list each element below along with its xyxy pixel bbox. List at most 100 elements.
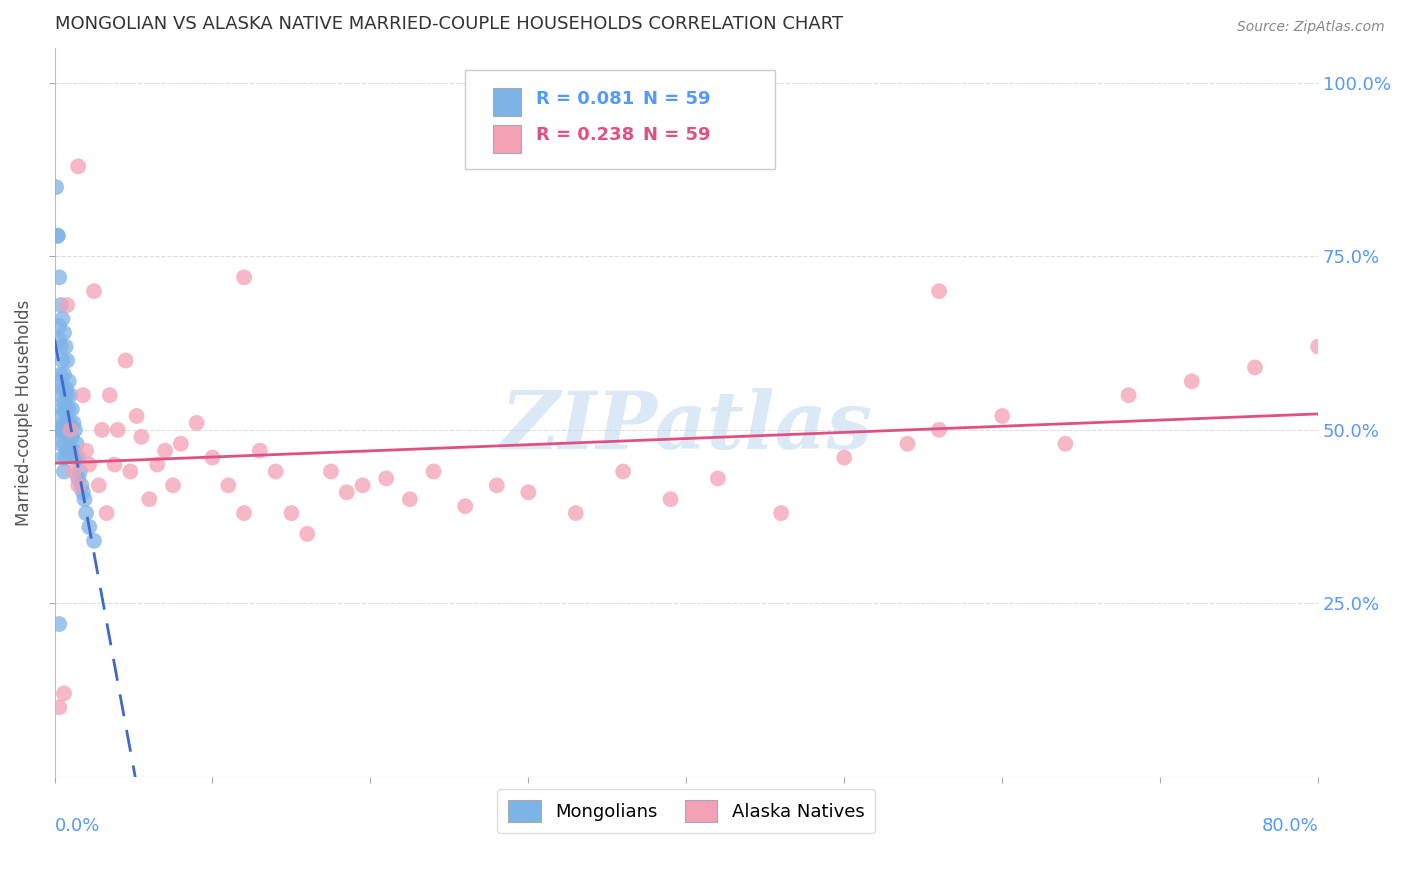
Point [48,617,70,632]
Point [201,450,224,465]
Point [59,423,82,437]
Point [53,326,76,340]
Point [162,478,184,492]
Point [63,450,86,465]
Point [46,228,69,243]
Point [70,478,93,492]
Point [55,402,77,417]
Text: 80.0%: 80.0% [1261,817,1319,835]
Point [186,416,208,430]
Text: R = 0.081: R = 0.081 [536,90,634,108]
Text: N = 59: N = 59 [644,90,711,108]
Point [1054,436,1077,450]
Point [336,485,359,500]
Point [928,284,950,298]
Point [46,228,69,243]
Point [59,443,82,458]
Point [770,506,793,520]
Point [56,443,79,458]
Point [114,353,136,368]
Point [72,485,94,500]
Point [125,409,148,423]
Point [517,485,540,500]
Point [659,492,682,507]
Point [55,450,77,465]
Point [217,478,239,492]
Point [49,368,72,382]
Point [233,506,256,520]
Point [454,499,477,513]
Point [1118,388,1140,402]
Point [896,436,918,450]
Point [75,443,97,458]
Point [138,492,160,507]
Point [264,465,287,479]
FancyBboxPatch shape [494,88,520,116]
Point [46,423,69,437]
Point [51,450,73,465]
Point [991,409,1014,423]
Point [58,374,80,388]
Point [59,416,82,430]
Point [83,533,105,548]
Point [83,284,105,298]
Legend: Mongolians, Alaska Natives: Mongolians, Alaska Natives [498,789,875,833]
Point [62,443,84,458]
Point [48,333,70,347]
Point [49,409,72,423]
Text: N = 59: N = 59 [644,127,711,145]
Point [98,388,121,402]
Point [1244,360,1267,375]
Text: R = 0.238: R = 0.238 [536,127,634,145]
Point [280,506,302,520]
Point [69,465,91,479]
Point [153,443,176,458]
Point [51,381,73,395]
Text: ZIPatlas: ZIPatlas [501,388,872,466]
Point [59,388,82,402]
Point [297,527,319,541]
Text: Source: ZipAtlas.com: Source: ZipAtlas.com [1237,20,1385,34]
Point [90,423,112,437]
Point [62,416,84,430]
Point [67,159,90,173]
Point [67,471,90,485]
Point [63,423,86,437]
Point [67,450,90,465]
Point [56,298,79,312]
Point [58,430,80,444]
Point [928,423,950,437]
Point [55,340,77,354]
Point [49,436,72,450]
Point [249,443,271,458]
Point [233,270,256,285]
Point [58,402,80,417]
Point [56,353,79,368]
Point [48,423,70,437]
Point [49,388,72,402]
Point [77,520,100,534]
Point [66,436,89,450]
Point [53,416,76,430]
Point [96,506,118,520]
Point [485,478,508,492]
Point [72,388,94,402]
Point [75,506,97,520]
Point [53,465,76,479]
Point [73,492,96,507]
Point [170,436,193,450]
Point [60,430,83,444]
Point [399,492,422,507]
Point [60,402,83,417]
Point [56,416,79,430]
Point [51,423,73,437]
Point [832,450,855,465]
Point [49,298,72,312]
FancyBboxPatch shape [494,125,520,153]
Point [352,478,374,492]
Point [49,340,72,354]
FancyBboxPatch shape [465,70,775,169]
Point [319,465,342,479]
Point [62,465,84,479]
Point [146,458,169,472]
